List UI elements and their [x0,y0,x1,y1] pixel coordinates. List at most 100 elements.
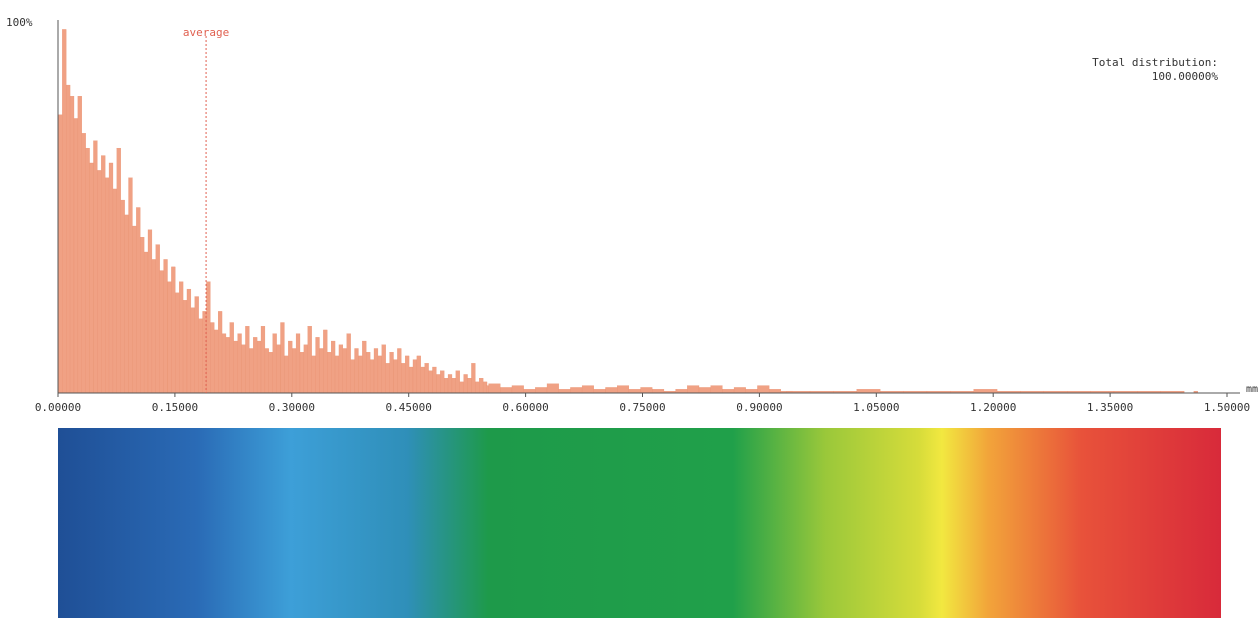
histogram-bar [58,114,63,394]
histogram-bar [722,389,735,394]
bars-layer [58,29,1198,394]
total-distribution-label: Total distribution: [1092,56,1218,69]
histogram-bar [412,359,418,394]
histogram-bar [687,385,700,394]
histogram-bar [385,363,390,394]
histogram-bar [558,389,571,394]
x-tick-label: 0.30000 [269,401,315,414]
histogram-bar [710,385,723,394]
histogram-bar [307,326,312,394]
histogram-bar [405,355,410,394]
histogram-bar [733,387,746,394]
histogram-bar [768,389,781,394]
histogram-bar [331,340,336,394]
total-distribution-value: 100.00000% [1152,70,1219,83]
histogram-bar [77,96,82,394]
histogram-bar [89,162,94,394]
histogram-bar [856,389,881,394]
histogram-bar [447,374,453,394]
x-tick-label: 1.50000 [1204,401,1250,414]
histogram-bar [276,344,281,394]
histogram-bar [206,281,211,394]
histogram-bar [163,259,168,394]
histogram-bar [260,326,266,394]
histogram-bar [69,96,75,394]
histogram-bar [198,318,203,394]
histogram-bar [617,385,630,394]
histogram-bar [73,118,79,394]
histogram-bar [459,381,464,394]
histogram-bar [346,333,351,394]
histogram-bar [175,292,180,394]
histogram-bar [500,387,513,394]
histogram-bar [105,177,110,394]
histogram-bar [373,348,379,394]
histogram-bar [292,348,297,394]
histogram-bar [210,322,215,394]
histogram-bar [757,385,770,394]
histogram-bar [186,288,192,394]
histogram-bar [488,383,501,394]
histogram-bar [319,348,324,394]
histogram-bar [354,348,359,394]
histogram-bar [358,355,363,394]
histogram-bar [140,237,145,394]
histogram-bar [155,244,160,394]
histogram-bar [463,374,468,394]
histogram-bar [475,381,480,394]
histogram-bar [151,259,156,394]
histogram-bar [303,344,308,394]
histogram-bar [124,214,129,394]
y-top-label: 100% [6,16,33,29]
histogram-bar [420,366,425,394]
histogram-bar [381,344,386,394]
histogram-bar [147,229,153,394]
histogram-bar [85,147,90,394]
histogram-bar [112,188,117,394]
x-unit-label: mm [1246,384,1258,395]
histogram-bar [272,333,277,394]
histogram-bar [593,389,606,394]
histogram-bar [393,359,398,394]
x-tick-label: 0.75000 [619,401,665,414]
histogram-bar [523,389,536,394]
histogram-bar [327,352,332,394]
histogram-bar [471,363,476,394]
histogram-bar [66,84,71,394]
average-label: average [183,26,229,39]
x-tick-label: 0.00000 [35,401,81,414]
histogram-bar [62,29,67,394]
histogram-bar [229,322,234,394]
histogram-bar [640,387,653,394]
histogram-bar [194,296,199,394]
histogram-bar [295,333,301,394]
histogram-bar [416,355,421,394]
histogram-bar [311,355,316,394]
histogram-bar [81,133,86,394]
x-tick-label: 0.15000 [152,401,198,414]
histogram-bar [745,389,758,394]
x-tick-label: 1.35000 [1087,401,1133,414]
histogram-bar [128,177,133,394]
histogram-bar [369,359,375,394]
histogram-bar [182,300,188,394]
histogram-bar [225,337,230,394]
histogram-bar [253,337,258,394]
histogram-bar [675,389,688,394]
histogram-bar [323,329,328,394]
histogram-bar [108,162,114,394]
histogram-bar [116,147,121,394]
histogram-bar [432,366,437,394]
histogram-bar [97,170,102,394]
histogram-bar [408,366,414,394]
histogram-bar [467,378,472,394]
histogram-bar [299,352,305,394]
histogram-bar [377,355,382,394]
histogram-bar [605,387,618,394]
histogram-bar [120,199,125,394]
histogram-bar [334,355,340,394]
histogram-bar [455,370,460,394]
histogram-bar [397,348,402,394]
color-scale-bar [58,428,1221,618]
x-tick-label: 0.45000 [386,401,432,414]
